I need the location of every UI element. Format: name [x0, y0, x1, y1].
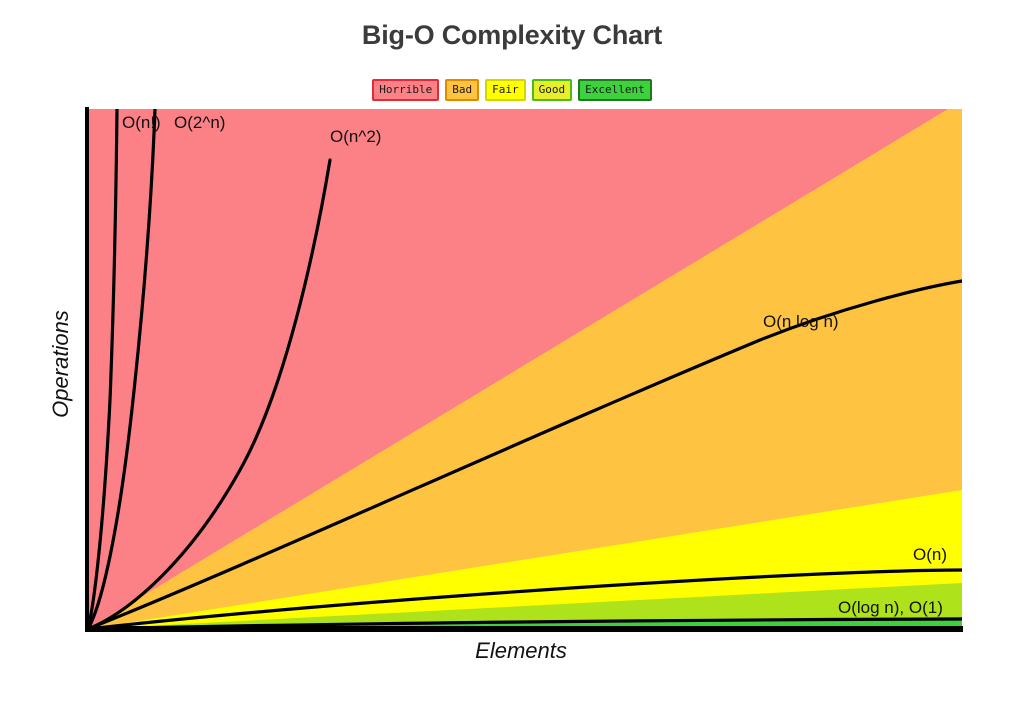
curve-o-n: [86, 568, 962, 629]
annotation-o-n-squared: O(n^2): [330, 127, 381, 146]
complexity-curves: [86, 109, 962, 629]
x-axis-label: Elements: [475, 638, 567, 663]
region-good: [88, 583, 962, 629]
region-bands: [86, 109, 962, 629]
legend-item-fair: Fair: [485, 79, 526, 101]
legend-item-good: Good: [531, 79, 573, 101]
curve-o-n-factorial: [86, 109, 119, 629]
curve-o-n-log-n: [86, 279, 962, 629]
y-axis-label: Operations: [48, 310, 73, 418]
legend-item-bad: Bad: [445, 79, 480, 101]
region-fair: [88, 490, 962, 629]
annotation-o-n-log-n: O(n log n): [763, 312, 839, 331]
page-title: Big-O Complexity Chart: [361, 20, 663, 50]
curve-o-n-squared: [86, 158, 332, 629]
legend-item-excellent: Excellent: [578, 79, 652, 101]
axes: [85, 107, 963, 632]
curve-annotations: O(n!) O(2^n) O(n^2) O(n log n) O(n) O(lo…: [122, 113, 947, 617]
legend-item-horrible: Horrible: [372, 79, 440, 101]
annotation-o-n: O(n): [913, 545, 947, 564]
region-bad: [88, 109, 962, 629]
curve-o-2-pow-n: [86, 109, 157, 629]
chart-legend: Horrible Bad Fair Good Excellent: [0, 79, 1024, 101]
annotation-o-2-pow-n: O(2^n): [174, 113, 225, 132]
annotation-o-log-n-o-1: O(log n), O(1): [838, 598, 943, 617]
annotation-o-n-factorial: O(n!): [122, 113, 161, 132]
